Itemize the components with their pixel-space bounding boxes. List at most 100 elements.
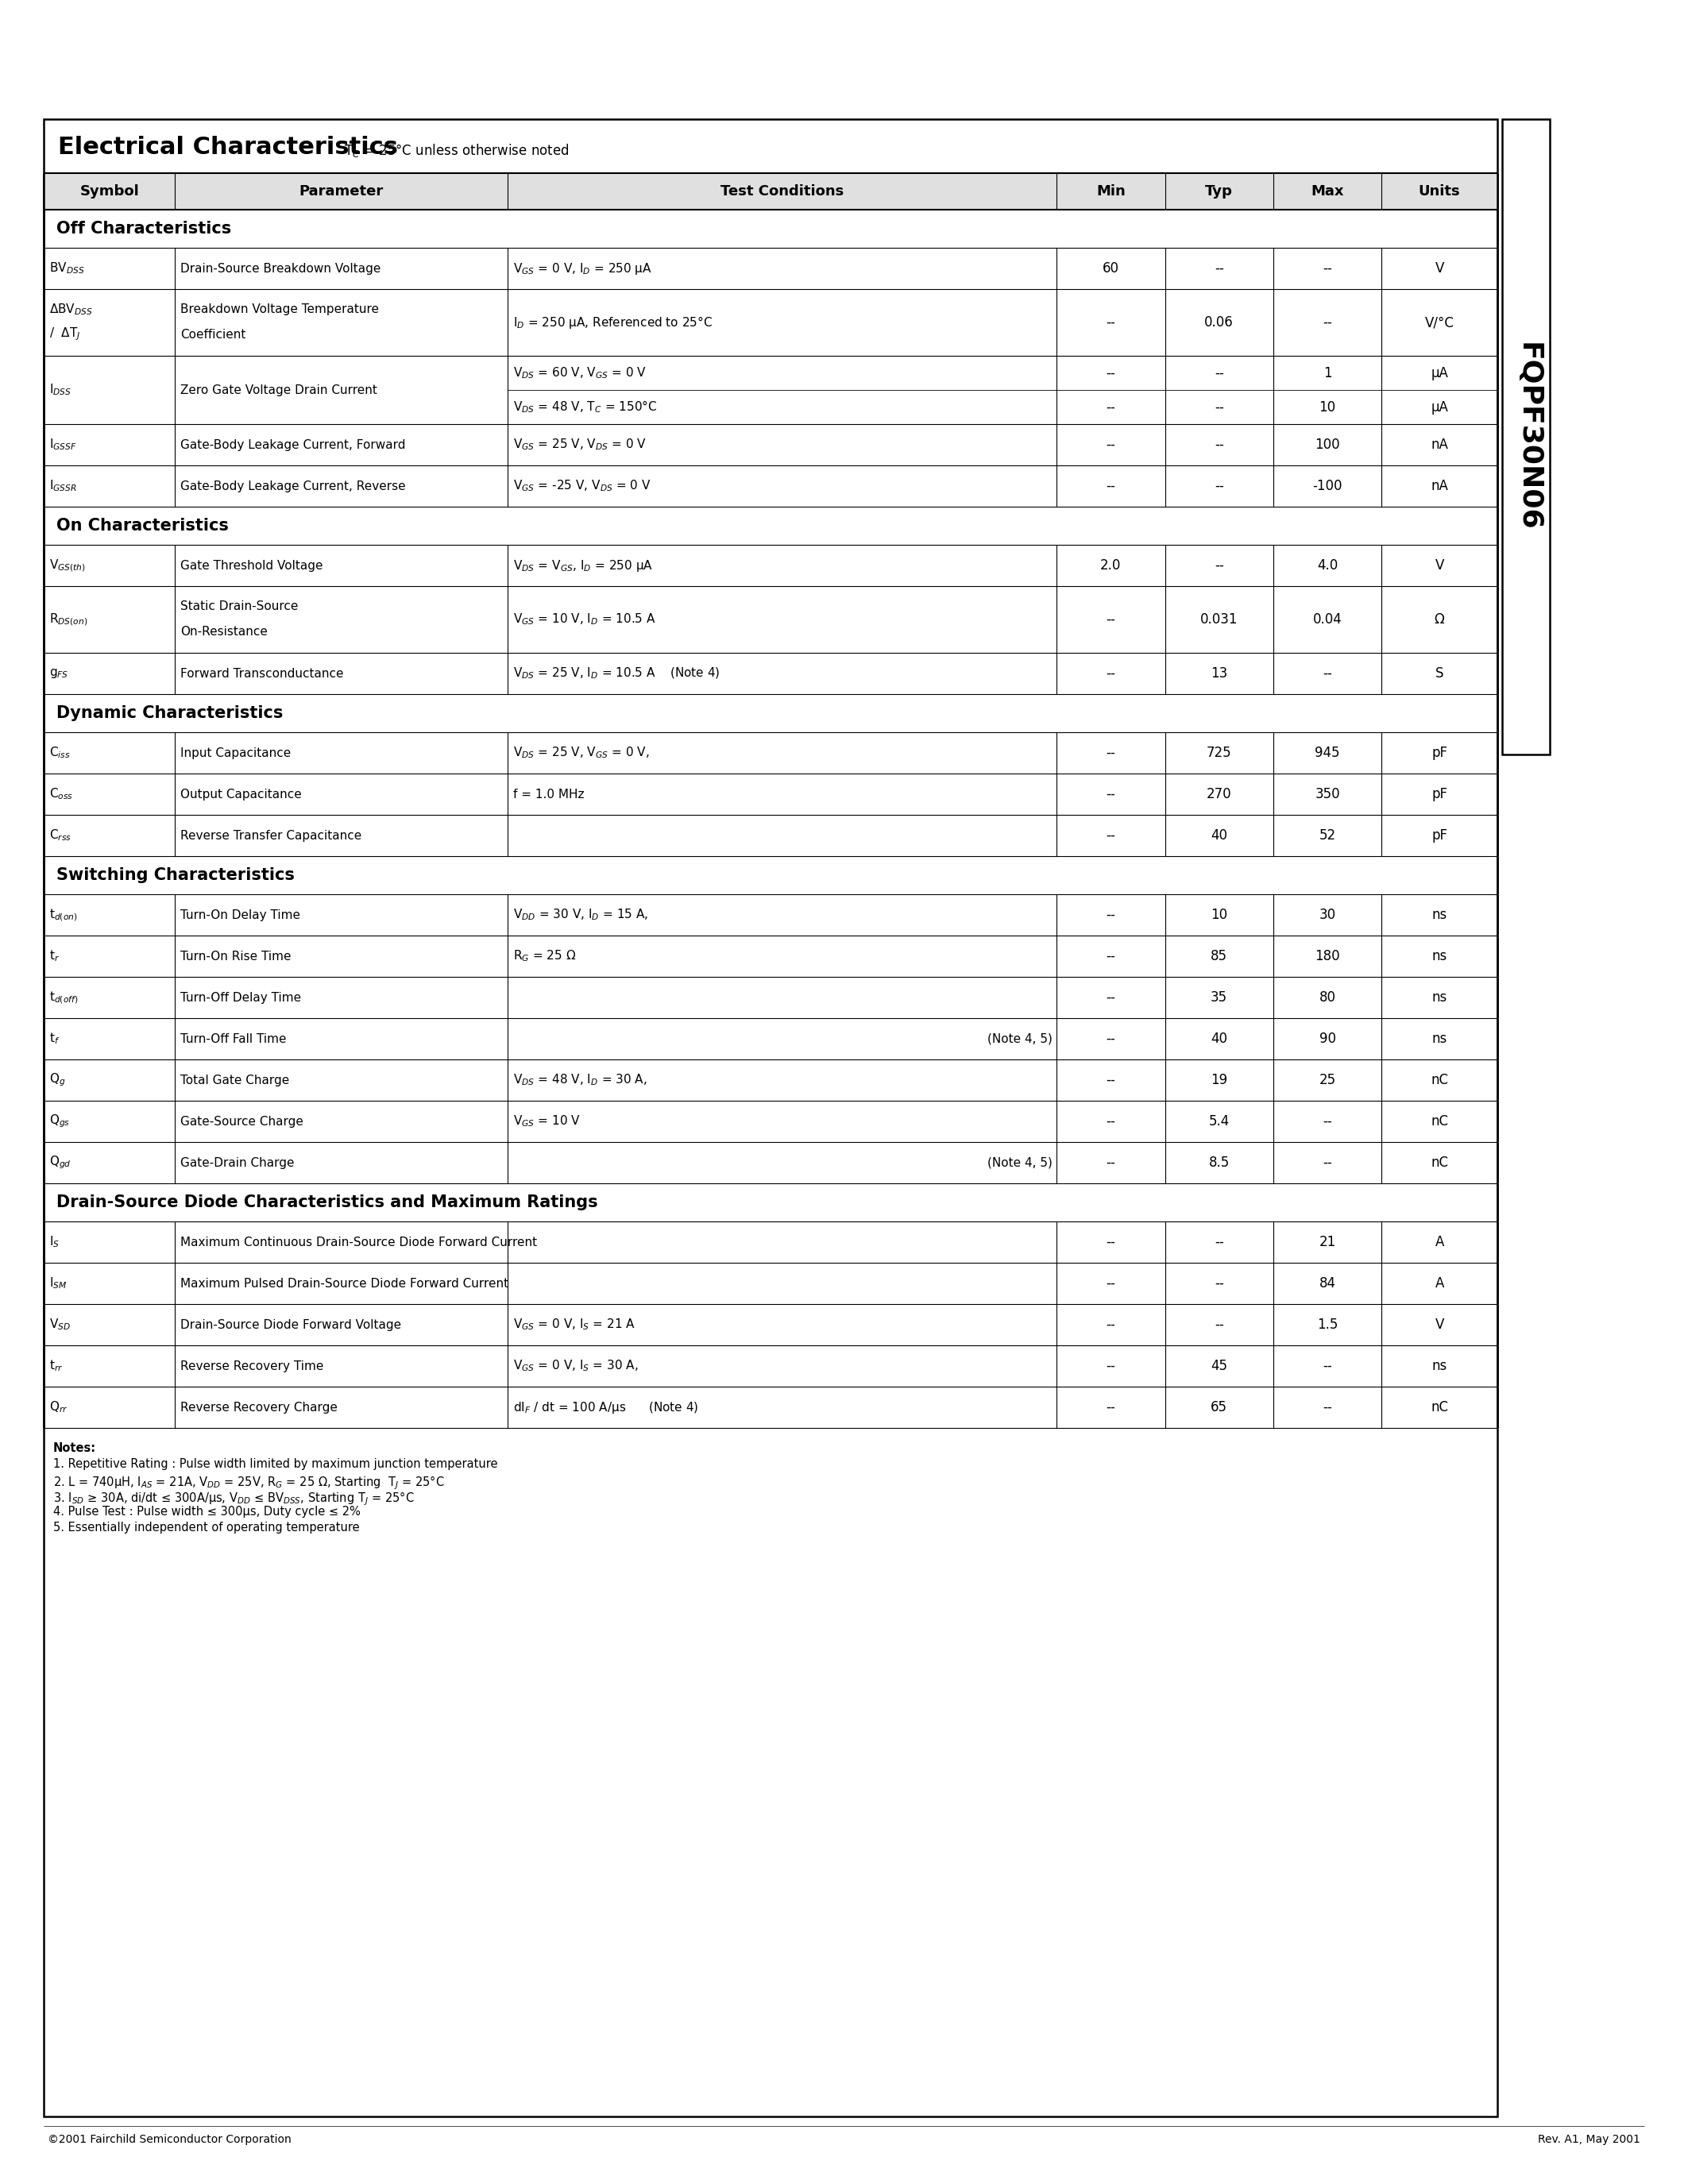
- Text: ns: ns: [1431, 1031, 1447, 1046]
- Text: t$_r$: t$_r$: [49, 948, 59, 963]
- Text: R$_G$ = 25 Ω: R$_G$ = 25 Ω: [513, 948, 576, 963]
- Text: Input Capacitance: Input Capacitance: [181, 747, 292, 758]
- Text: --: --: [1106, 1400, 1116, 1415]
- Text: --: --: [1214, 1234, 1224, 1249]
- Text: ns: ns: [1431, 909, 1447, 922]
- Text: Static Drain-Source: Static Drain-Source: [181, 601, 299, 612]
- Text: 0.031: 0.031: [1200, 612, 1237, 627]
- Text: V$_{GS}$ = 0 V, I$_S$ = 30 A,: V$_{GS}$ = 0 V, I$_S$ = 30 A,: [513, 1358, 638, 1374]
- Text: V: V: [1435, 559, 1443, 572]
- Text: 2.0: 2.0: [1101, 559, 1121, 572]
- Text: Max: Max: [1312, 183, 1344, 199]
- Text: Turn-Off Delay Time: Turn-Off Delay Time: [181, 992, 302, 1002]
- Text: V$_{DS}$ = 48 V, T$_C$ = 150°C: V$_{DS}$ = 48 V, T$_C$ = 150°C: [513, 400, 657, 415]
- Text: V$_{GS}$ = 0 V, I$_D$ = 250 μA: V$_{GS}$ = 0 V, I$_D$ = 250 μA: [513, 260, 652, 275]
- Text: V$_{GS}$ = 0 V, I$_S$ = 21 A: V$_{GS}$ = 0 V, I$_S$ = 21 A: [513, 1317, 636, 1332]
- Text: --: --: [1214, 1317, 1224, 1332]
- Text: 100: 100: [1315, 437, 1340, 452]
- Text: 84: 84: [1318, 1275, 1335, 1291]
- Text: V$_{SD}$: V$_{SD}$: [49, 1317, 71, 1332]
- Text: --: --: [1106, 1114, 1116, 1129]
- Text: --: --: [1106, 828, 1116, 843]
- Text: 80: 80: [1318, 989, 1335, 1005]
- Text: 13: 13: [1210, 666, 1227, 681]
- Text: 40: 40: [1210, 1031, 1227, 1046]
- Text: 5.4: 5.4: [1209, 1114, 1229, 1129]
- Text: Reverse Recovery Charge: Reverse Recovery Charge: [181, 1402, 338, 1413]
- Text: Turn-Off Fall Time: Turn-Off Fall Time: [181, 1033, 287, 1044]
- Text: I$_{GSSR}$: I$_{GSSR}$: [49, 478, 78, 494]
- Text: 10: 10: [1318, 400, 1335, 415]
- Text: 25: 25: [1318, 1072, 1335, 1088]
- Text: V$_{DS}$ = 48 V, I$_D$ = 30 A,: V$_{DS}$ = 48 V, I$_D$ = 30 A,: [513, 1072, 647, 1088]
- Text: t$_{rr}$: t$_{rr}$: [49, 1358, 62, 1374]
- Text: 180: 180: [1315, 950, 1340, 963]
- Text: I$_S$: I$_S$: [49, 1234, 59, 1249]
- Text: 0.06: 0.06: [1205, 314, 1234, 330]
- Text: Drain-Source Breakdown Voltage: Drain-Source Breakdown Voltage: [181, 262, 381, 275]
- Text: Turn-On Delay Time: Turn-On Delay Time: [181, 909, 300, 922]
- Text: 1: 1: [1323, 365, 1332, 380]
- Text: nC: nC: [1431, 1114, 1448, 1129]
- Text: 52: 52: [1318, 828, 1335, 843]
- Text: Notes:: Notes:: [54, 1441, 96, 1455]
- Text: ns: ns: [1431, 950, 1447, 963]
- Text: 45: 45: [1210, 1358, 1227, 1374]
- Text: 21: 21: [1318, 1234, 1335, 1249]
- Text: C$_{iss}$: C$_{iss}$: [49, 745, 71, 760]
- Text: Breakdown Voltage Temperature: Breakdown Voltage Temperature: [181, 304, 380, 314]
- Text: --: --: [1106, 786, 1116, 802]
- Text: V$_{GS}$ = 10 V, I$_D$ = 10.5 A: V$_{GS}$ = 10 V, I$_D$ = 10.5 A: [513, 612, 657, 627]
- Text: S: S: [1435, 666, 1443, 681]
- Text: On-Resistance: On-Resistance: [181, 625, 268, 638]
- Text: --: --: [1106, 1358, 1116, 1374]
- Text: Q$_{gs}$: Q$_{gs}$: [49, 1114, 71, 1129]
- Text: nA: nA: [1431, 478, 1448, 494]
- Text: Coefficient: Coefficient: [181, 328, 246, 341]
- Text: Off Characteristics: Off Characteristics: [56, 221, 231, 236]
- Text: μA: μA: [1431, 400, 1448, 415]
- Text: I$_{SM}$: I$_{SM}$: [49, 1275, 68, 1291]
- Text: /  ΔT$_J$: / ΔT$_J$: [49, 325, 81, 343]
- Text: 4. Pulse Test : Pulse width ≤ 300μs, Duty cycle ≤ 2%: 4. Pulse Test : Pulse width ≤ 300μs, Dut…: [54, 1505, 361, 1518]
- Text: V$_{GS}$ = 25 V, V$_{DS}$ = 0 V: V$_{GS}$ = 25 V, V$_{DS}$ = 0 V: [513, 437, 647, 452]
- Text: Turn-On Rise Time: Turn-On Rise Time: [181, 950, 292, 963]
- Text: Reverse Transfer Capacitance: Reverse Transfer Capacitance: [181, 830, 361, 841]
- Text: I$_D$ = 250 μA, Referenced to 25°C: I$_D$ = 250 μA, Referenced to 25°C: [513, 314, 712, 330]
- Text: --: --: [1214, 400, 1224, 415]
- Text: nC: nC: [1431, 1400, 1448, 1415]
- Text: Ω: Ω: [1435, 612, 1445, 627]
- Text: V$_{DS}$ = 25 V, I$_D$ = 10.5 A    (Note 4): V$_{DS}$ = 25 V, I$_D$ = 10.5 A (Note 4): [513, 666, 721, 681]
- Text: 0.04: 0.04: [1313, 612, 1342, 627]
- Text: --: --: [1106, 365, 1116, 380]
- Text: 90: 90: [1318, 1031, 1335, 1046]
- Text: t$_f$: t$_f$: [49, 1031, 59, 1046]
- Text: Gate-Body Leakage Current, Forward: Gate-Body Leakage Current, Forward: [181, 439, 405, 450]
- Text: Total Gate Charge: Total Gate Charge: [181, 1075, 290, 1085]
- Text: V$_{GS(th)}$: V$_{GS(th)}$: [49, 557, 86, 572]
- Text: --: --: [1214, 1275, 1224, 1291]
- Text: Forward Transconductance: Forward Transconductance: [181, 668, 344, 679]
- Text: Q$_{rr}$: Q$_{rr}$: [49, 1400, 68, 1415]
- Text: --: --: [1106, 1275, 1116, 1291]
- Text: -100: -100: [1313, 478, 1342, 494]
- Text: A: A: [1435, 1275, 1443, 1291]
- Text: Parameter: Parameter: [299, 183, 383, 199]
- Text: BV$_{DSS}$: BV$_{DSS}$: [49, 262, 84, 275]
- Text: Q$_g$: Q$_g$: [49, 1072, 66, 1088]
- Text: dI$_F$ / dt = 100 A/μs      (Note 4): dI$_F$ / dt = 100 A/μs (Note 4): [513, 1400, 699, 1415]
- Text: --: --: [1323, 262, 1332, 275]
- Text: On Characteristics: On Characteristics: [56, 518, 228, 533]
- Text: --: --: [1214, 365, 1224, 380]
- Text: 2. L = 740μH, I$_{AS}$ = 21A, V$_{DD}$ = 25V, R$_G$ = 25 Ω, Starting  T$_J$ = 25: 2. L = 740μH, I$_{AS}$ = 21A, V$_{DD}$ =…: [54, 1474, 444, 1492]
- Text: --: --: [1106, 950, 1116, 963]
- Text: Drain-Source Diode Characteristics and Maximum Ratings: Drain-Source Diode Characteristics and M…: [56, 1195, 598, 1210]
- Text: V$_{GS}$ = -25 V, V$_{DS}$ = 0 V: V$_{GS}$ = -25 V, V$_{DS}$ = 0 V: [513, 478, 652, 494]
- Text: 60: 60: [1102, 262, 1119, 275]
- Text: V/°C: V/°C: [1425, 314, 1453, 330]
- Text: 270: 270: [1207, 786, 1232, 802]
- Text: --: --: [1323, 1358, 1332, 1374]
- Text: Gate-Body Leakage Current, Reverse: Gate-Body Leakage Current, Reverse: [181, 480, 407, 491]
- Bar: [44, 173, 1497, 210]
- Text: C$_{rss}$: C$_{rss}$: [49, 828, 71, 843]
